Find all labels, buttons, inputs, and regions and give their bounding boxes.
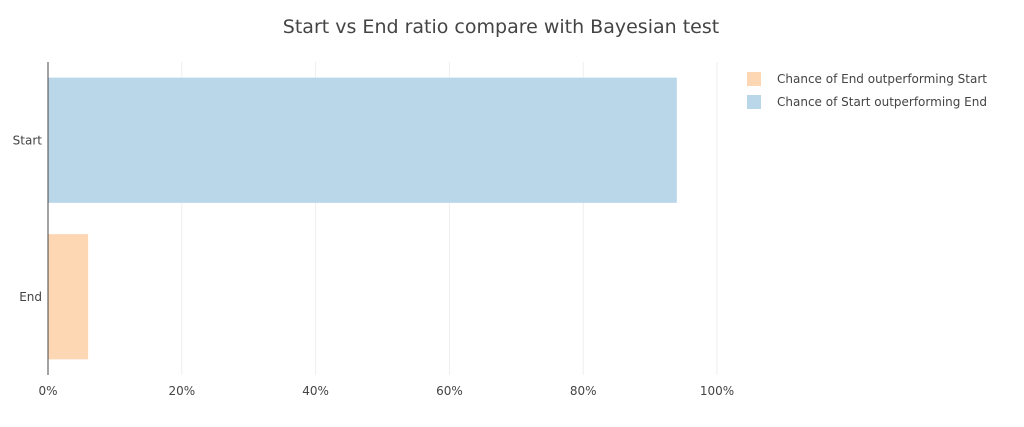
legend-item[interactable]: Chance of Start outperforming End [747,95,987,109]
x-tick-label: 100% [700,384,734,398]
x-tick-label: 40% [302,384,329,398]
y-tick-label: Start [13,133,43,147]
x-tick-label: 60% [436,384,463,398]
y-tick-labels: Start End [13,133,43,304]
legend-label: Chance of End outperforming Start [777,72,987,86]
x-tick-label: 80% [570,384,597,398]
chart-title: Start vs End ratio compare with Bayesian… [283,16,719,38]
legend[interactable]: Chance of End outperforming Start Chance … [747,72,987,109]
legend-item[interactable]: Chance of End outperforming Start [747,72,987,86]
x-tick-labels: 0% 20% 40% 60% 80% 100% [38,384,734,398]
legend-label: Chance of Start outperforming End [777,95,987,109]
x-tick-label: 20% [168,384,195,398]
legend-swatch [747,72,761,86]
bar-end-series-0[interactable] [48,234,89,360]
x-tick-label: 0% [38,384,57,398]
y-tick-label: End [19,290,42,304]
legend-swatch [747,95,761,109]
bars [48,77,677,360]
bar-start-series-1[interactable] [48,77,677,203]
